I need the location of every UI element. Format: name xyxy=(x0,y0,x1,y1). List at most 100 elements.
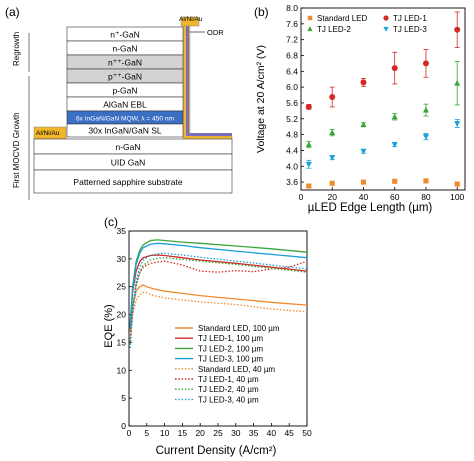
c-series-line xyxy=(129,239,308,326)
b-point-circle xyxy=(422,60,429,67)
b-xtick-label: 20 xyxy=(328,192,338,202)
b-ytick-label: 4.4 xyxy=(286,145,298,155)
b-point-square xyxy=(329,180,335,186)
c-series-line xyxy=(129,257,308,349)
c-ytick-label: 15 xyxy=(117,337,127,347)
b-point-triangle-up xyxy=(454,79,461,86)
c-series-line xyxy=(129,242,308,329)
panel-b-ticks: 0 20 40 60 80 100 3.6 4.0 4.4 4.8 5.2 5.6 6.0 6.4 6.8 7… xyxy=(286,3,464,202)
layer-uid-gan-label: UID GaN xyxy=(111,158,145,168)
c-xtick-label: 25 xyxy=(213,428,223,438)
panel-b-marks xyxy=(305,11,461,189)
c-legend-label: TJ LED-3, 100 µm xyxy=(198,355,263,364)
b-ytick-label: 6.8 xyxy=(286,50,298,60)
b-xtick-label: 40 xyxy=(359,192,369,202)
panel-c-ylabel: EQE (%) xyxy=(103,304,115,347)
b-ytick-label: 4.8 xyxy=(286,130,298,140)
c-ytick-label: 5 xyxy=(121,393,126,403)
b-ytick-label: 8.0 xyxy=(286,3,298,13)
panel-c-ticks: 0 5 10 15 20 25 30 35 40 45 50 0 5 10 15 20 25 30 35 xyxy=(117,226,312,438)
b-ytick-label: 5.6 xyxy=(286,98,298,108)
c-xtick-label: 20 xyxy=(195,428,205,438)
layer-p-plusplus-gan-label: p⁺⁺-GaN xyxy=(108,72,142,82)
c-legend-label: TJ LED-1, 40 µm xyxy=(198,375,259,384)
b-point-triangle-up xyxy=(391,113,398,120)
panel-b-frame xyxy=(300,7,466,191)
c-xtick-label: 5 xyxy=(144,428,149,438)
c-xtick-label: 50 xyxy=(302,428,312,438)
b-point-triangle-up xyxy=(307,26,313,32)
b-point-square xyxy=(392,178,398,184)
b-point-triangle-down xyxy=(422,134,429,140)
layer-algan-ebl-label: AlGaN EBL xyxy=(103,100,147,110)
b-point-triangle-down xyxy=(454,121,461,127)
c-xtick-label: 35 xyxy=(249,428,259,438)
b-point-triangle-up xyxy=(422,106,429,113)
b-legend-label: Standard LED xyxy=(317,14,367,23)
panel-a-label: (a) xyxy=(5,5,20,19)
layer-substrate xyxy=(33,169,233,194)
b-point-circle xyxy=(383,15,389,21)
layer-n-plus-gan-label: n⁺-GaN xyxy=(110,30,140,40)
c-ytick-label: 0 xyxy=(121,421,126,431)
b-point-triangle-up xyxy=(360,121,367,128)
b-ytick-label: 7.2 xyxy=(286,35,298,45)
b-point-square xyxy=(307,15,313,21)
b-xtick-label: 0 xyxy=(299,192,304,202)
c-series-line xyxy=(129,254,308,326)
b-ytick-label: 7.6 xyxy=(286,19,298,29)
b-ytick-label: 5.2 xyxy=(286,114,298,124)
c-xtick-label: 30 xyxy=(231,428,241,438)
panel-b: (b) Voltage at 20 A/cm² (V) µLED Edge Le… xyxy=(254,3,466,214)
c-xtick-label: 0 xyxy=(127,428,132,438)
b-point-circle xyxy=(360,79,367,86)
b-point-triangle-up xyxy=(305,141,312,147)
b-point-triangle-down xyxy=(305,161,312,168)
c-xtick-label: 10 xyxy=(160,428,170,438)
c-legend-label: TJ LED-1, 100 µm xyxy=(198,334,263,343)
panel-c-label: (c) xyxy=(104,215,118,229)
b-ytick-label: 6.0 xyxy=(286,82,298,92)
left-contact-label: Al/Ni/Au xyxy=(36,130,60,137)
odr-label: ODR xyxy=(207,28,224,37)
b-point-circle xyxy=(329,94,336,101)
odr-metal xyxy=(182,25,233,142)
b-xtick-label: 60 xyxy=(390,192,400,202)
b-point-triangle-up xyxy=(329,129,336,136)
layer-substrate-label: Patterned sapphire substrate xyxy=(73,177,182,187)
c-ytick-label: 35 xyxy=(117,226,127,236)
top-contact-label: Al/Ni/Au xyxy=(179,16,203,23)
b-point-triangle-down xyxy=(360,148,367,155)
layer-n-gan-top-label: n-GaN xyxy=(112,44,137,54)
b-ytick-label: 6.4 xyxy=(286,66,298,76)
b-point-circle xyxy=(454,26,461,33)
c-legend-label: TJ LED-2, 100 µm xyxy=(198,344,263,353)
c-xtick-label: 45 xyxy=(284,428,294,438)
c-ytick-label: 25 xyxy=(117,282,127,292)
b-point-circle xyxy=(391,65,398,72)
b-xtick-label: 100 xyxy=(450,192,464,202)
c-legend-label: Standard LED, 100 µm xyxy=(198,324,280,333)
b-point-circle xyxy=(305,103,312,110)
b-point-triangle-down xyxy=(391,142,398,148)
layer-n-gan-bottom-label: n-GaN xyxy=(115,142,140,152)
panel-b-xlabel: µLED Edge Length (µm) xyxy=(308,202,433,214)
b-ytick-label: 3.6 xyxy=(286,177,298,187)
c-legend-label: TJ LED-3, 40 µm xyxy=(198,395,259,404)
b-xtick-label: 80 xyxy=(421,192,431,202)
layer-superlattice-label: 30x InGaN/GaN SL xyxy=(88,126,162,136)
panel-a: (a) Regrowth First MOCVD Growth Al/Ni/Au… xyxy=(5,5,233,200)
c-legend-label: TJ LED-2, 40 µm xyxy=(198,385,259,394)
b-point-triangle-down xyxy=(329,155,336,161)
c-ytick-label: 20 xyxy=(117,310,127,320)
c-xtick-label: 40 xyxy=(267,428,277,438)
regrowth-label: Regrowth xyxy=(12,32,21,66)
panel-c-xlabel: Current Density (A/cm²) xyxy=(156,445,277,457)
c-ytick-label: 30 xyxy=(117,254,127,264)
layer-n-plusplus-gan-label: n⁺⁺-GaN xyxy=(108,58,142,68)
layer-stack: n⁺-GaN n-GaN n⁺⁺-GaN p⁺⁺-GaN p-GaN AlGaN… xyxy=(33,26,233,194)
odr-dielectric xyxy=(186,26,232,136)
b-point-triangle-down xyxy=(383,26,389,32)
b-ytick-label: 4.0 xyxy=(286,161,298,171)
b-point-square xyxy=(360,179,367,185)
